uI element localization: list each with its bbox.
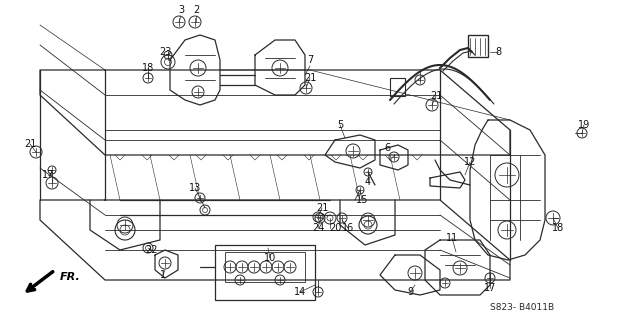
- Text: FR.: FR.: [60, 272, 81, 282]
- Text: 8: 8: [495, 47, 501, 57]
- Bar: [225, 252, 305, 282]
- Text: 5: 5: [337, 120, 343, 130]
- Text: 21: 21: [316, 203, 328, 213]
- Text: 20: 20: [329, 223, 341, 233]
- Bar: [468, 35, 488, 57]
- Text: 14: 14: [294, 287, 306, 297]
- Bar: [215, 245, 315, 300]
- Text: 11: 11: [446, 233, 458, 243]
- Text: 4: 4: [365, 177, 371, 187]
- Text: 17: 17: [42, 170, 54, 180]
- Text: 16: 16: [342, 223, 354, 233]
- Text: 19: 19: [578, 120, 590, 130]
- Text: 3: 3: [178, 5, 184, 15]
- Text: 21: 21: [304, 73, 316, 83]
- Bar: [390, 78, 405, 96]
- Text: 22: 22: [146, 245, 158, 255]
- Text: S823- B4011B: S823- B4011B: [490, 303, 554, 313]
- Text: 7: 7: [307, 55, 313, 65]
- Text: 2: 2: [193, 5, 199, 15]
- Text: 13: 13: [189, 183, 201, 193]
- Text: 18: 18: [142, 63, 154, 73]
- Text: 1: 1: [160, 270, 166, 280]
- Text: 12: 12: [464, 157, 476, 167]
- Text: 23: 23: [158, 47, 171, 57]
- Text: 24: 24: [312, 223, 324, 233]
- Text: 9: 9: [407, 287, 413, 297]
- Text: 18: 18: [552, 223, 564, 233]
- Text: 21: 21: [24, 139, 36, 149]
- Text: 21: 21: [430, 91, 442, 101]
- Text: 10: 10: [264, 253, 276, 263]
- Text: 15: 15: [356, 195, 368, 205]
- Text: 6: 6: [384, 143, 390, 153]
- Text: 17: 17: [484, 283, 496, 293]
